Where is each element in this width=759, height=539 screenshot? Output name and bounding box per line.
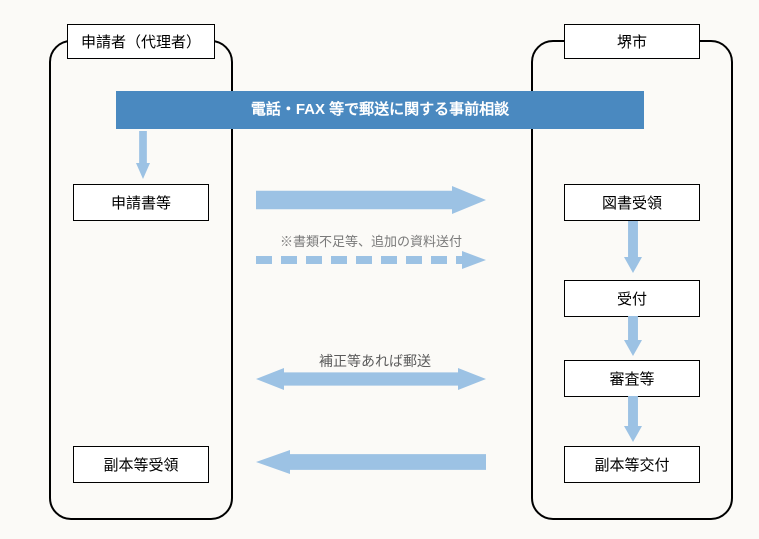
node-review: 審査等 <box>564 360 700 397</box>
node-accept: 受付 <box>564 280 700 317</box>
arrow-shape <box>256 368 486 390</box>
arrow-right-dashed-additional <box>256 251 486 269</box>
left-header: 申請者（代理者） <box>67 24 215 59</box>
arrow-shape <box>136 131 150 179</box>
arrow-double-correction <box>256 368 486 390</box>
arrow-down-to-application <box>136 131 150 179</box>
note-additional-docs: ※書類不足等、追加の資料送付 <box>256 231 486 250</box>
arrow-down-to-review <box>624 316 642 356</box>
arrow-shape <box>624 316 642 356</box>
right-header: 堺市 <box>564 24 700 59</box>
arrow-shape <box>256 450 486 474</box>
arrow-shape <box>624 221 642 273</box>
arrow-down-to-duplicate-issue <box>624 396 642 442</box>
node-doc-receive: 図書受領 <box>564 184 700 221</box>
node-duplicate-issue: 副本等交付 <box>564 446 700 483</box>
consultation-banner: 電話・FAX 等で郵送に関する事前相談 <box>116 91 644 129</box>
node-duplicate-receive: 副本等受領 <box>73 446 209 483</box>
arrow-shape <box>624 396 642 442</box>
arrow-shape <box>256 186 486 214</box>
arrow-right-to-doc-receive <box>256 186 486 214</box>
node-application: 申請書等 <box>73 184 209 221</box>
arrow-head <box>462 251 486 269</box>
arrow-left-to-duplicate-receive <box>256 450 486 474</box>
arrow-down-to-accept <box>624 221 642 273</box>
